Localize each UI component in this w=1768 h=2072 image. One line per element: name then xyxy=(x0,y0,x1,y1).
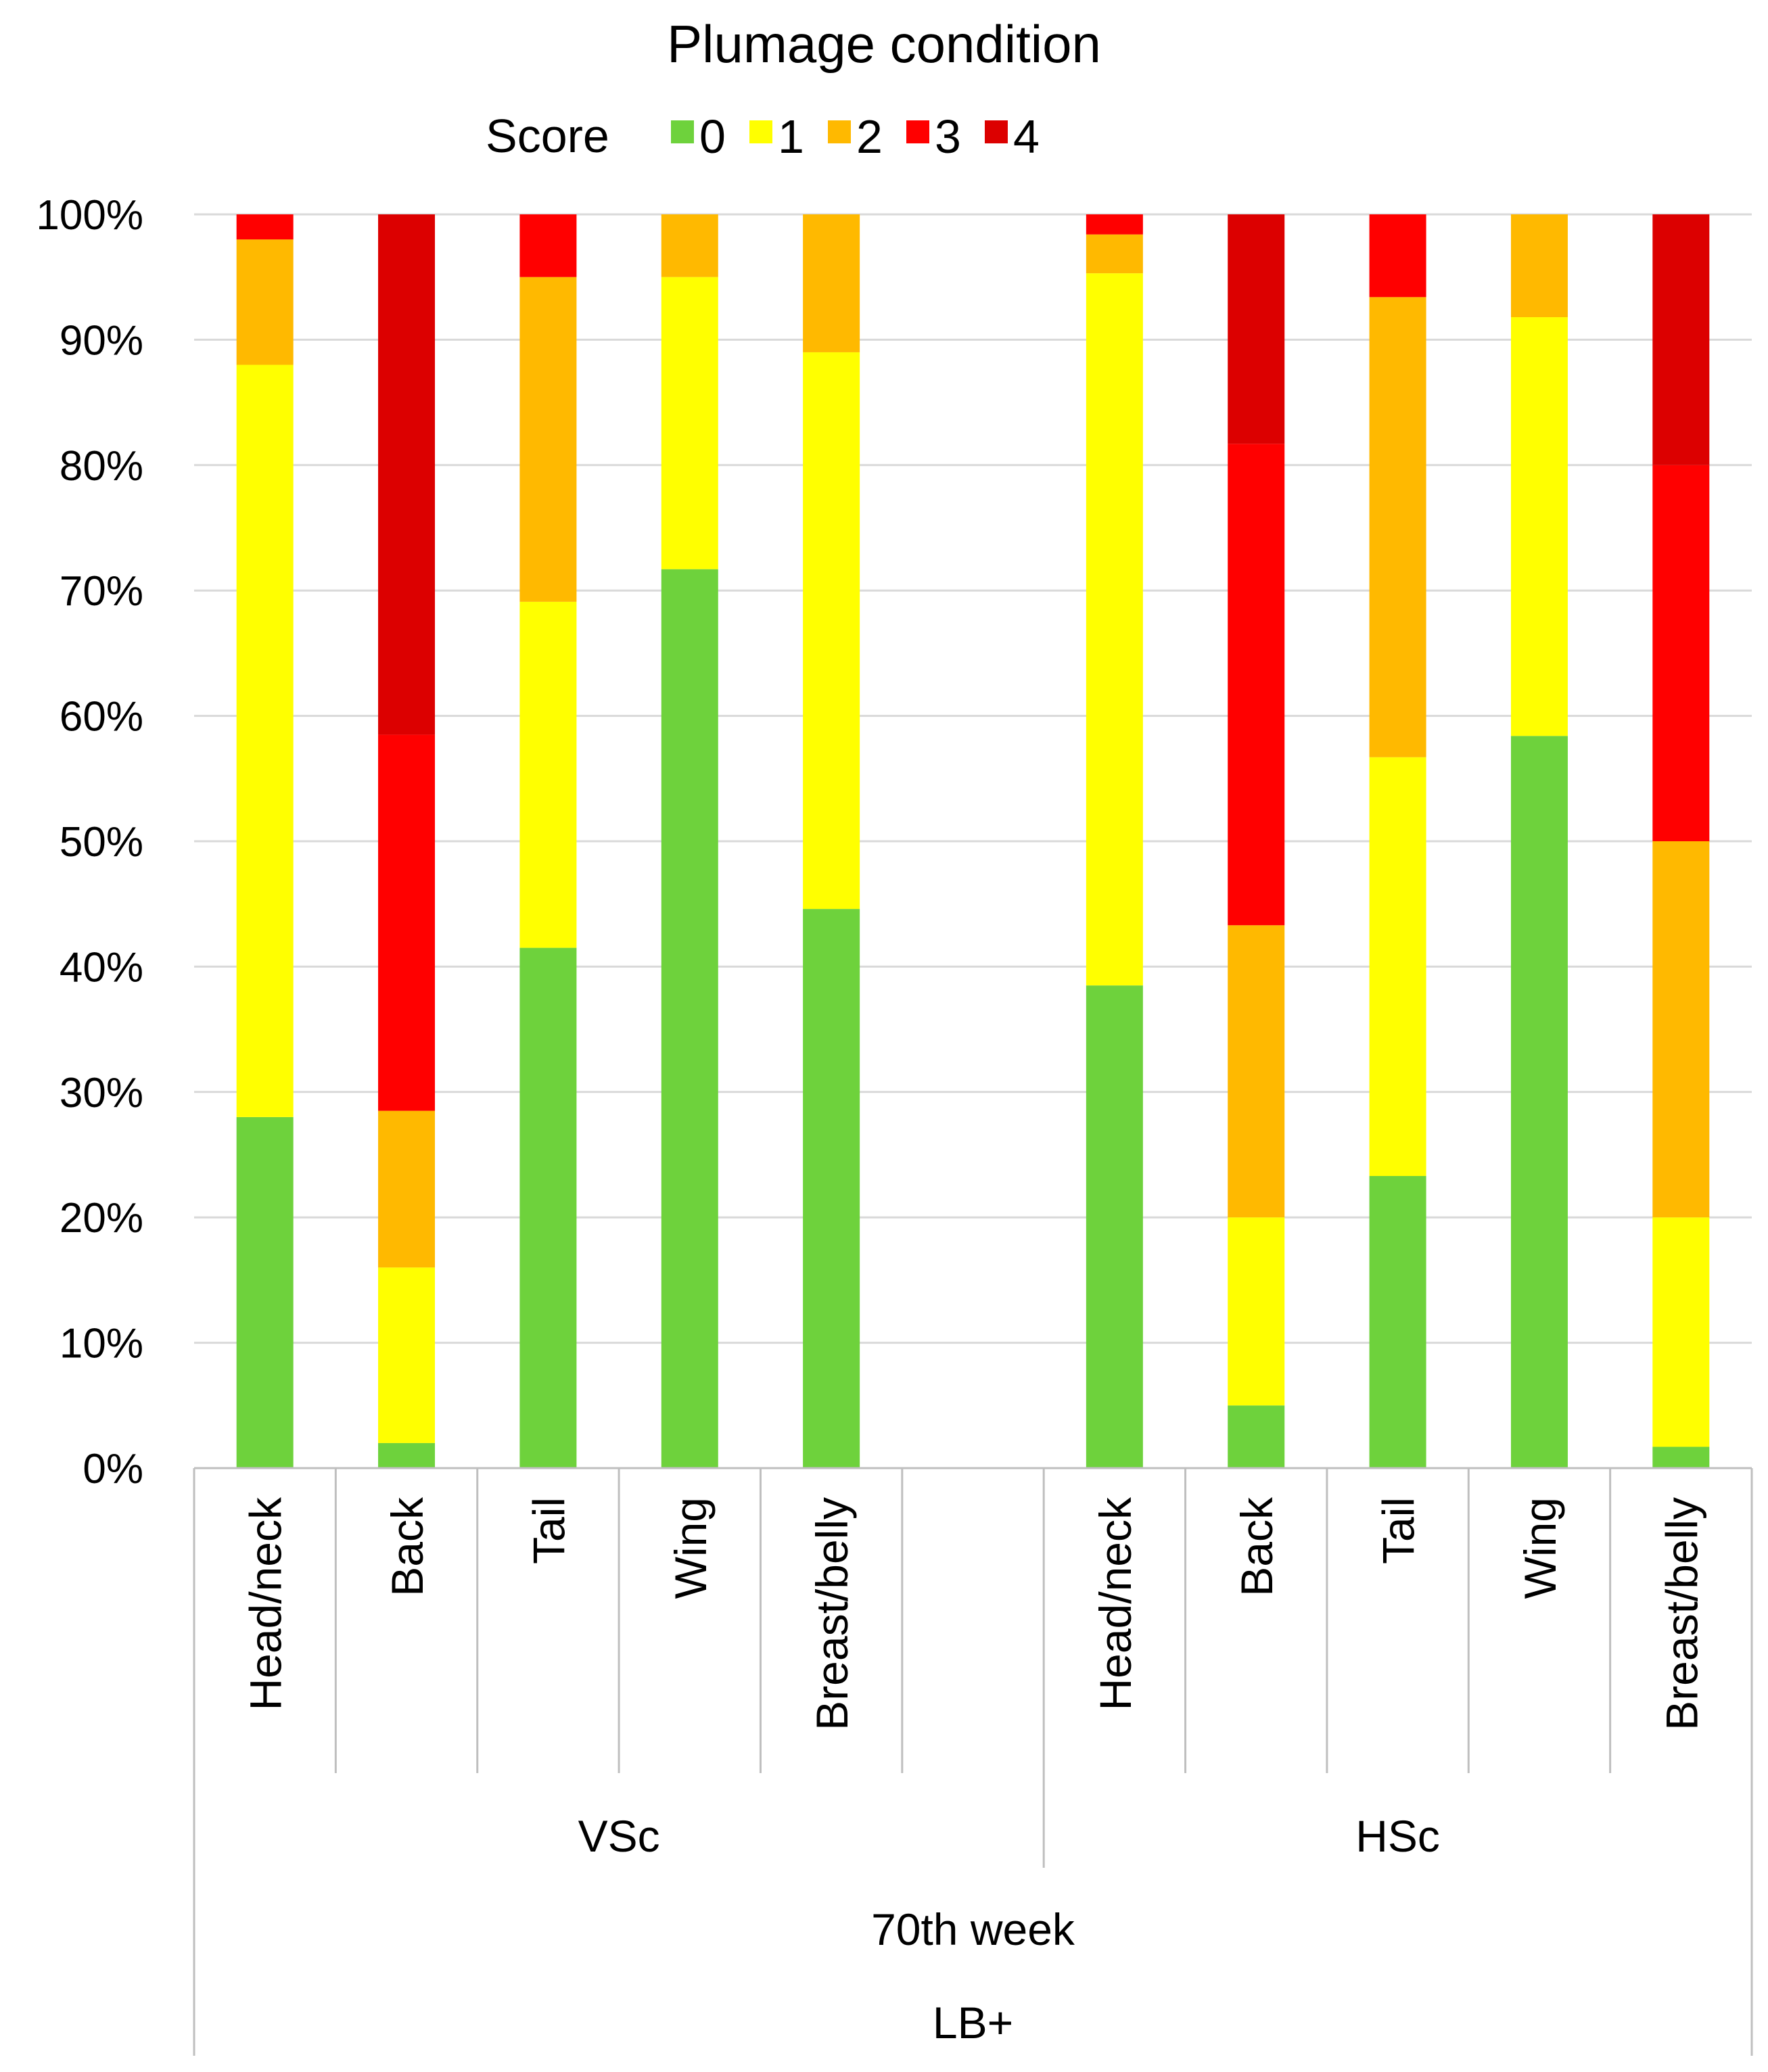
x-axis: Head/neck Back Tail Wing Breast/belly Head/ne… xyxy=(193,1467,1753,2056)
category-label: Breast/belly xyxy=(1656,1497,1706,1730)
y-tick-label: 0% xyxy=(83,1446,143,1492)
bar-segment-score-1 xyxy=(1510,317,1568,736)
legend-label: 3 xyxy=(935,110,961,163)
legend-label: 0 xyxy=(699,110,726,163)
bar-segment-score-0 xyxy=(378,1442,436,1468)
legend-swatch-0 xyxy=(671,120,694,143)
y-tick-label: 70% xyxy=(60,568,143,615)
y-tick-label: 10% xyxy=(60,1321,143,1367)
gridlines xyxy=(194,213,1752,1469)
bar-segment-score-0 xyxy=(1369,1176,1426,1468)
category-label: Breast/belly xyxy=(807,1497,857,1730)
bar-segment-score-1 xyxy=(803,352,860,910)
bar-segment-score-3 xyxy=(1369,214,1426,298)
y-tick-label: 50% xyxy=(60,819,143,866)
legend-swatch-3 xyxy=(906,120,929,143)
bar-segment-score-1 xyxy=(1086,273,1143,986)
bar-segment-score-0 xyxy=(661,569,718,1468)
bar-segment-score-3 xyxy=(519,214,577,277)
bar-segment-score-0 xyxy=(1510,736,1568,1468)
chart-title: Plumage condition xyxy=(667,14,1101,74)
bar-segment-score-1 xyxy=(1652,1217,1710,1447)
bar-segment-score-2 xyxy=(1510,214,1568,318)
category-label: Head/neck xyxy=(241,1497,291,1711)
group-label: HSc xyxy=(1355,1811,1440,1861)
bar-segment-score-1 xyxy=(661,277,718,569)
bar-segment-score-1 xyxy=(1228,1217,1285,1406)
bar-segment-score-2 xyxy=(661,214,718,277)
bar-segment-score-3 xyxy=(1086,214,1143,235)
period-label: 70th week xyxy=(871,1904,1075,1954)
category-label: Tail xyxy=(524,1497,574,1564)
group-label: VSc xyxy=(578,1811,660,1861)
legend-swatch-1 xyxy=(749,120,772,143)
bar-segment-score-1 xyxy=(519,601,577,948)
y-tick-label: 80% xyxy=(60,443,143,490)
legend-swatch-2 xyxy=(828,120,851,143)
bar-segment-score-2 xyxy=(803,214,860,352)
legend-swatch-4 xyxy=(985,120,1008,143)
bar-segment-score-2 xyxy=(378,1110,436,1268)
category-label: Back xyxy=(382,1497,432,1597)
category-label: Head/neck xyxy=(1090,1497,1140,1711)
bar-segment-score-4 xyxy=(378,214,436,735)
bar-segment-score-4 xyxy=(1228,214,1285,444)
treatment-label: LB+ xyxy=(933,1998,1013,2048)
legend-label: 4 xyxy=(1013,110,1040,163)
bar-segment-score-3 xyxy=(378,734,436,1111)
y-axis-ticks: 0% 10% 20% 30% 40% 50% 60% 70% 80% 90% 100% xyxy=(36,192,143,1492)
y-tick-label: 20% xyxy=(60,1195,143,1242)
bar-segment-score-1 xyxy=(236,364,294,1117)
bar-segment-score-1 xyxy=(1369,757,1426,1177)
bar-segment-score-2 xyxy=(1086,234,1143,274)
y-tick-label: 60% xyxy=(60,694,143,740)
bar-segment-score-0 xyxy=(1652,1446,1710,1468)
bar-segment-score-3 xyxy=(1652,465,1710,841)
bar-segment-score-2 xyxy=(519,277,577,602)
bar-segment-score-2 xyxy=(1652,841,1710,1218)
bar-segment-score-0 xyxy=(803,909,860,1468)
category-label: Back xyxy=(1232,1497,1282,1597)
y-tick-label: 40% xyxy=(60,944,143,991)
category-label: Tail xyxy=(1374,1497,1424,1564)
y-tick-label: 90% xyxy=(60,317,143,364)
bar-segment-score-0 xyxy=(236,1116,294,1468)
bar-segment-score-0 xyxy=(1086,985,1143,1468)
bar-segment-score-0 xyxy=(1228,1405,1285,1468)
bar-segment-score-2 xyxy=(1228,925,1285,1218)
bar-segment-score-4 xyxy=(1652,214,1710,465)
bar-segment-score-3 xyxy=(236,214,294,240)
legend-label: 2 xyxy=(856,110,883,163)
y-tick-label: 30% xyxy=(60,1070,143,1116)
legend-label: 1 xyxy=(778,110,804,163)
bar-segment-score-1 xyxy=(378,1267,436,1443)
legend-title: Score xyxy=(486,110,609,162)
bar-segment-score-2 xyxy=(236,239,294,365)
category-label: Wing xyxy=(1515,1497,1565,1599)
bar-segment-score-3 xyxy=(1228,444,1285,926)
y-tick-label: 100% xyxy=(36,192,143,239)
bars xyxy=(236,214,1710,1468)
category-label: Wing xyxy=(666,1497,716,1599)
bar-segment-score-2 xyxy=(1369,297,1426,757)
bar-segment-score-0 xyxy=(519,947,577,1468)
